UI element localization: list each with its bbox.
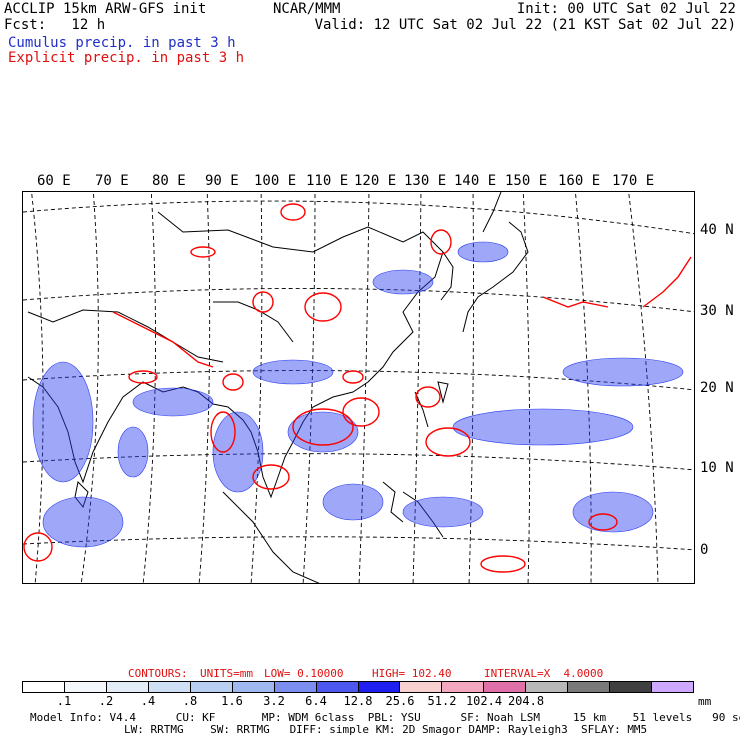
colorbar-segment bbox=[315, 682, 358, 692]
colorbar-tick-label: .1 bbox=[56, 694, 72, 708]
map-canvas bbox=[23, 192, 694, 583]
colorbar-tick-label: 51.2 bbox=[427, 694, 457, 708]
colorbar-tick-label: .2 bbox=[98, 694, 114, 708]
colorbar-segment bbox=[441, 682, 484, 692]
contours-interval: INTERVAL=X 4.0000 bbox=[484, 667, 604, 680]
lat-label: 30 N bbox=[700, 303, 734, 319]
colorbar-segment bbox=[63, 682, 106, 692]
colorbar-segment bbox=[525, 682, 568, 692]
colorbar-segment bbox=[609, 682, 652, 692]
explicit-precip bbox=[23, 203, 692, 573]
colorbar-segment bbox=[105, 682, 148, 692]
colorbar-tick-label: 102.4 bbox=[465, 694, 503, 708]
lon-label: 150 E bbox=[505, 173, 548, 189]
graticule bbox=[23, 192, 694, 583]
cumulus-precip bbox=[32, 241, 684, 548]
contours-high: HIGH= 102.40 bbox=[372, 667, 452, 680]
lon-label: 130 E bbox=[404, 173, 447, 189]
run-title: ACCLIP 15km ARW-GFS init bbox=[4, 1, 207, 17]
colorbar-unit: mm bbox=[698, 695, 712, 708]
colorbar-tick-label: 204.8 bbox=[507, 694, 545, 708]
model-info-line2: LW: RRTMG SW: RRTMG DIFF: simple KM: 2D … bbox=[124, 723, 648, 736]
lon-label: 170 E bbox=[612, 173, 655, 189]
lon-label: 100 E bbox=[254, 173, 297, 189]
colorbar-segment bbox=[23, 682, 64, 692]
coastlines bbox=[27, 192, 529, 583]
legend-explicit: Explicit precip. in past 3 h bbox=[8, 50, 245, 66]
colorbar-tick-label: 3.2 bbox=[263, 694, 285, 708]
model-info-line1: Model Info: V4.4 CU: KF MP: WDM 6class P… bbox=[30, 711, 740, 724]
init-time: Init: 00 UTC Sat 02 Jul 22 bbox=[516, 1, 736, 17]
colorbar-segment bbox=[357, 682, 400, 692]
forecast-hour: Fcst: 12 h bbox=[4, 17, 106, 33]
lat-label: 10 N bbox=[700, 460, 734, 476]
contours-units: UNITS=mm bbox=[200, 667, 253, 680]
lon-label: 70 E bbox=[95, 173, 129, 189]
colorbar-tick-label: .8 bbox=[182, 694, 198, 708]
colorbar-segment bbox=[567, 682, 610, 692]
colorbar-segment bbox=[483, 682, 526, 692]
valid-time: Valid: 12 UTC Sat 02 Jul 22 (21 KST Sat … bbox=[314, 17, 736, 33]
lon-label: 60 E bbox=[37, 173, 71, 189]
legend-cumulus: Cumulus precip. in past 3 h bbox=[8, 35, 236, 51]
precip-map bbox=[22, 191, 695, 584]
lon-label: 120 E bbox=[354, 173, 397, 189]
colorbar-segment bbox=[399, 682, 442, 692]
lon-label: 110 E bbox=[306, 173, 349, 189]
center-name: NCAR/MMM bbox=[273, 1, 341, 17]
lon-label: 140 E bbox=[454, 173, 497, 189]
colorbar-segment bbox=[651, 682, 693, 692]
colorbar-tick-label: 12.8 bbox=[343, 694, 373, 708]
colorbar-segment bbox=[189, 682, 232, 692]
colorbar-segment bbox=[273, 682, 316, 692]
colorbar-tick-label: 6.4 bbox=[305, 694, 327, 708]
lon-label: 80 E bbox=[152, 173, 186, 189]
lon-label: 90 E bbox=[205, 173, 239, 189]
lat-label: 0 bbox=[700, 542, 709, 558]
contours-label: CONTOURS: bbox=[128, 667, 188, 680]
precip-colorbar bbox=[22, 681, 694, 693]
colorbar-segment bbox=[147, 682, 190, 692]
lon-label: 160 E bbox=[558, 173, 601, 189]
colorbar-tick-label: 25.6 bbox=[385, 694, 415, 708]
colorbar-tick-label: 1.6 bbox=[221, 694, 243, 708]
lat-label: 40 N bbox=[700, 222, 734, 238]
contours-low: LOW= 0.10000 bbox=[264, 667, 344, 680]
colorbar-tick-label: .4 bbox=[140, 694, 156, 708]
lat-label: 20 N bbox=[700, 380, 734, 396]
colorbar-segment bbox=[231, 682, 274, 692]
